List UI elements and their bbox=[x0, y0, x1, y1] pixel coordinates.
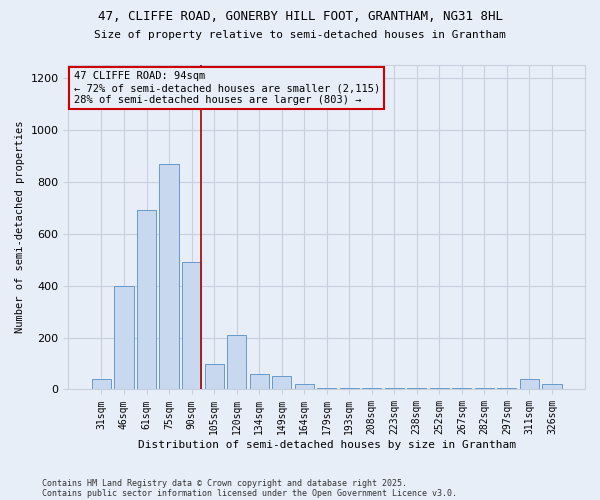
Bar bbox=[430, 388, 449, 390]
Text: 47 CLIFFE ROAD: 94sqm
← 72% of semi-detached houses are smaller (2,115)
28% of s: 47 CLIFFE ROAD: 94sqm ← 72% of semi-deta… bbox=[74, 72, 380, 104]
Bar bbox=[475, 388, 494, 390]
Bar bbox=[362, 388, 382, 390]
Bar bbox=[295, 384, 314, 390]
Bar bbox=[385, 388, 404, 390]
Bar bbox=[250, 374, 269, 390]
Bar bbox=[497, 388, 517, 390]
Bar bbox=[115, 286, 134, 390]
Bar bbox=[160, 164, 179, 390]
Text: Size of property relative to semi-detached houses in Grantham: Size of property relative to semi-detach… bbox=[94, 30, 506, 40]
Bar bbox=[205, 364, 224, 390]
Bar bbox=[452, 388, 472, 390]
Bar bbox=[272, 376, 291, 390]
Bar bbox=[520, 379, 539, 390]
Bar bbox=[340, 388, 359, 390]
Bar bbox=[317, 388, 336, 390]
X-axis label: Distribution of semi-detached houses by size in Grantham: Distribution of semi-detached houses by … bbox=[138, 440, 516, 450]
Bar bbox=[137, 210, 156, 390]
Y-axis label: Number of semi-detached properties: Number of semi-detached properties bbox=[15, 121, 25, 334]
Bar bbox=[182, 262, 201, 390]
Bar bbox=[542, 384, 562, 390]
Bar bbox=[407, 388, 427, 390]
Bar bbox=[227, 335, 246, 390]
Bar bbox=[92, 379, 111, 390]
Text: Contains public sector information licensed under the Open Government Licence v3: Contains public sector information licen… bbox=[42, 488, 457, 498]
Text: Contains HM Land Registry data © Crown copyright and database right 2025.: Contains HM Land Registry data © Crown c… bbox=[42, 478, 407, 488]
Text: 47, CLIFFE ROAD, GONERBY HILL FOOT, GRANTHAM, NG31 8HL: 47, CLIFFE ROAD, GONERBY HILL FOOT, GRAN… bbox=[97, 10, 503, 23]
